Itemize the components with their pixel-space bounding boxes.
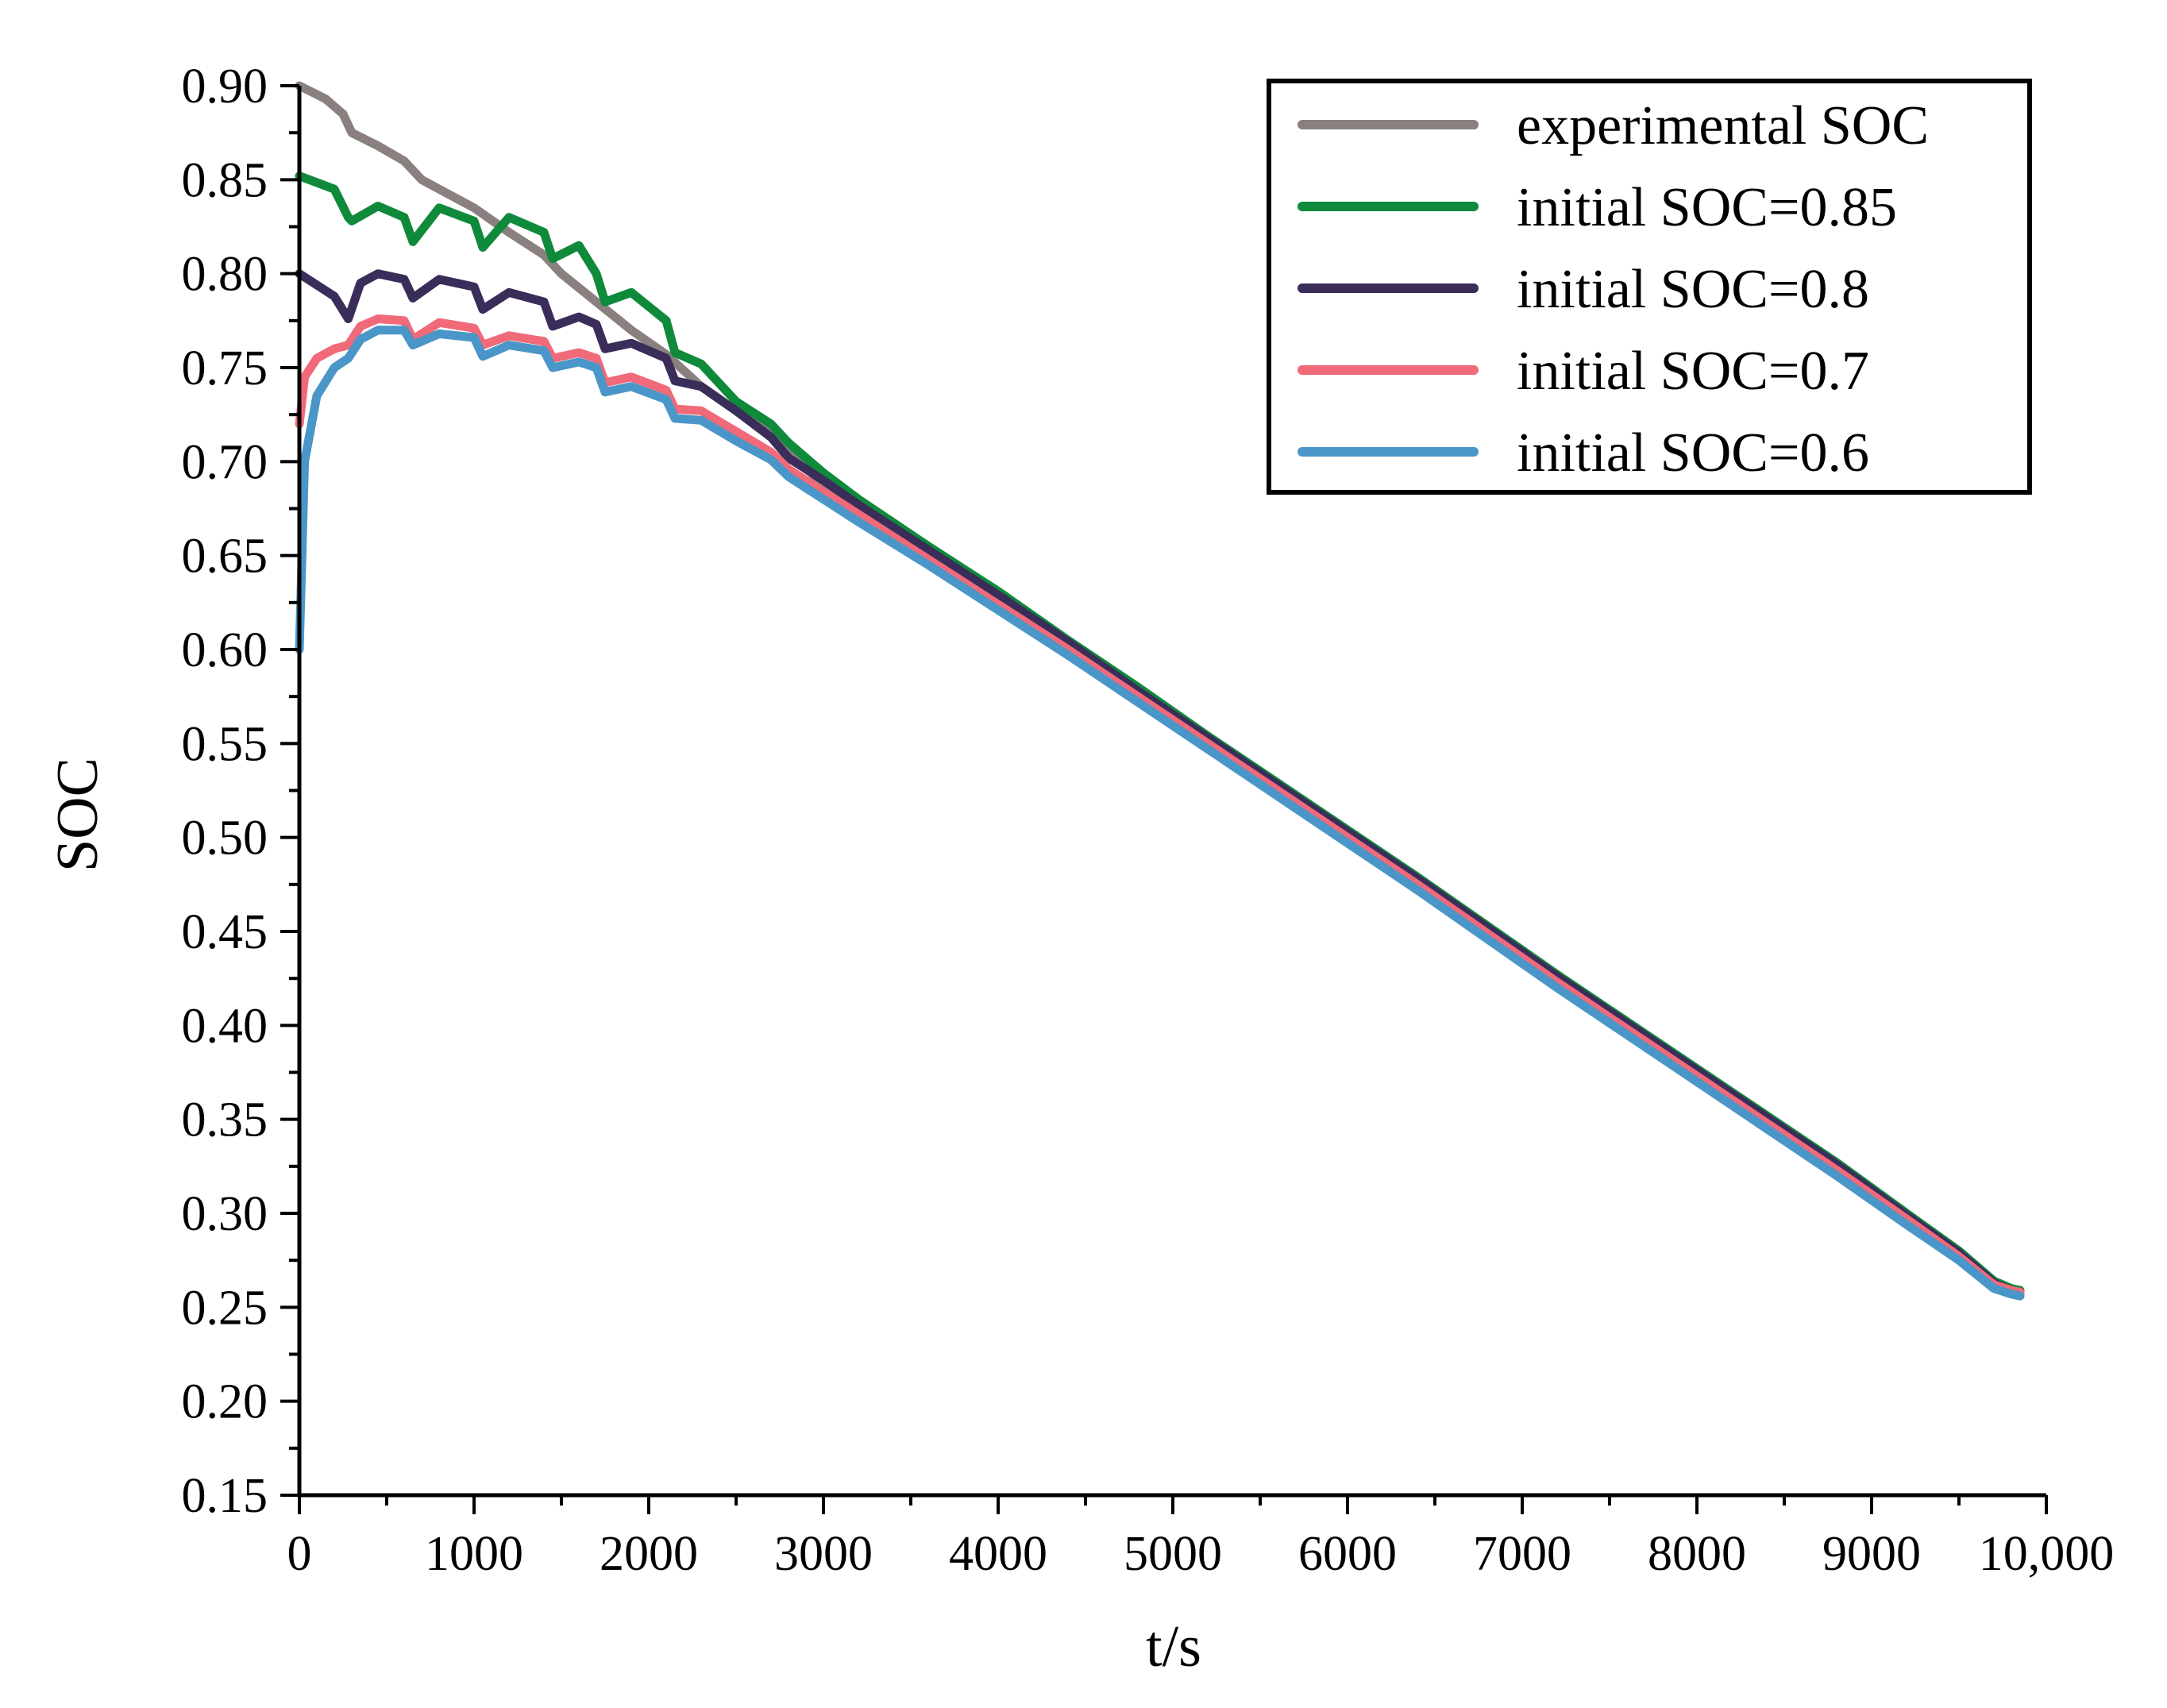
y-tick-label: 0.75 xyxy=(182,341,268,395)
legend: experimental SOC initial SOC=0.85 initial … xyxy=(1267,79,2032,495)
y-tick-label: 0.65 xyxy=(182,530,268,584)
y-tick-label: 0.90 xyxy=(182,60,268,114)
y-tick-label: 0.15 xyxy=(182,1469,268,1523)
legend-label-4: initial SOC=0.6 xyxy=(1517,422,1869,484)
x-tick-label: 7000 xyxy=(1473,1527,1571,1581)
y-tick-label: 0.50 xyxy=(182,812,268,866)
x-tick-label: 6000 xyxy=(1298,1527,1397,1581)
x-axis-title: t/s xyxy=(1146,1614,1201,1679)
axes: 0 1000 2000 3000 4000 5000 6000 7000 8000 9000 10,… xyxy=(182,60,2115,1581)
y-tick-label: 0.20 xyxy=(182,1375,268,1429)
x-tick-label: 10,000 xyxy=(1979,1527,2115,1581)
legend-label-3: initial SOC=0.7 xyxy=(1517,341,1869,402)
x-tick-label: 5000 xyxy=(1124,1527,1222,1581)
legend-label-2: initial SOC=0.8 xyxy=(1517,259,1869,320)
y-axis-title: SOC xyxy=(45,758,110,872)
x-tick-label: 8000 xyxy=(1648,1527,1746,1581)
x-tick-label: 0 xyxy=(287,1527,312,1581)
x-tick-label: 2000 xyxy=(600,1527,698,1581)
x-tick-label: 9000 xyxy=(1822,1527,1921,1581)
plot-series xyxy=(295,81,2025,1301)
y-tick-label: 0.25 xyxy=(182,1281,268,1335)
y-tick-label: 0.35 xyxy=(182,1093,268,1147)
y-tick-label: 0.45 xyxy=(182,905,268,959)
y-tick-label: 0.80 xyxy=(182,248,268,302)
legend-label-1: initial SOC=0.85 xyxy=(1517,177,1897,238)
y-tick-label: 0.70 xyxy=(182,435,268,489)
y-tick-label: 0.60 xyxy=(182,623,268,677)
y-tick-label: 0.40 xyxy=(182,999,268,1053)
x-tick-label: 3000 xyxy=(774,1527,873,1581)
x-tick-label: 4000 xyxy=(949,1527,1047,1581)
legend-label-0: experimental SOC xyxy=(1517,95,1929,156)
y-tick-label: 0.55 xyxy=(182,717,268,771)
series-line-2 xyxy=(295,269,2025,1297)
y-tick-label: 0.30 xyxy=(182,1187,268,1241)
y-tick-label: 0.85 xyxy=(182,153,268,207)
x-tick-label: 1000 xyxy=(425,1527,523,1581)
series-line-4 xyxy=(295,326,2025,1301)
